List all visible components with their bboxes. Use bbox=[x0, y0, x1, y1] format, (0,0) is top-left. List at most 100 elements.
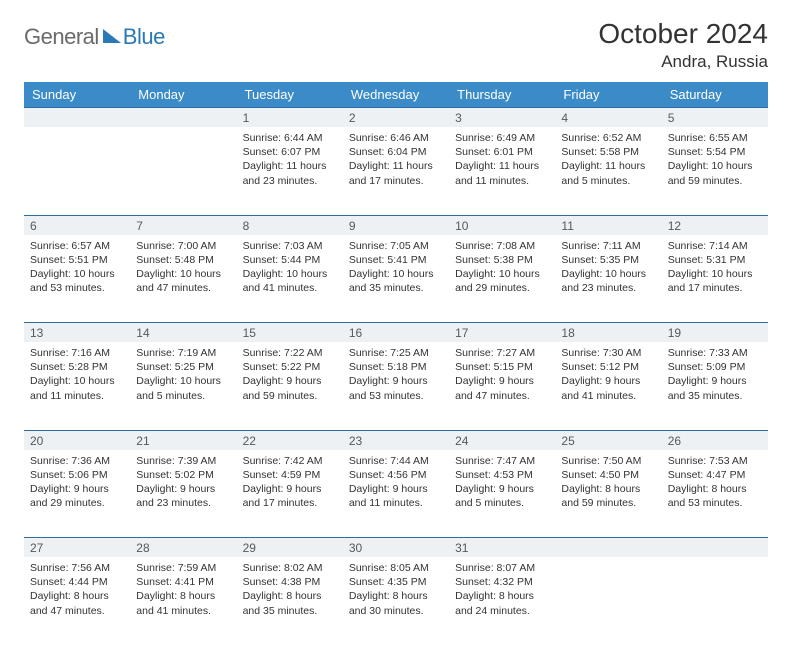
day-cell bbox=[662, 557, 768, 645]
logo-text-blue: Blue bbox=[123, 24, 165, 50]
sunset-text: Sunset: 5:12 PM bbox=[561, 360, 655, 374]
sunrise-text: Sunrise: 8:05 AM bbox=[349, 561, 443, 575]
sunrise-text: Sunrise: 7:14 AM bbox=[668, 239, 762, 253]
daylight-text: Daylight: 11 hours and 5 minutes. bbox=[561, 159, 655, 187]
daylight-text: Daylight: 9 hours and 41 minutes. bbox=[561, 374, 655, 402]
day-cell: Sunrise: 7:44 AMSunset: 4:56 PMDaylight:… bbox=[343, 450, 449, 538]
daylight-text: Daylight: 10 hours and 5 minutes. bbox=[136, 374, 230, 402]
day-cell: Sunrise: 7:03 AMSunset: 5:44 PMDaylight:… bbox=[237, 235, 343, 323]
sunset-text: Sunset: 6:04 PM bbox=[349, 145, 443, 159]
day-cell: Sunrise: 6:46 AMSunset: 6:04 PMDaylight:… bbox=[343, 127, 449, 215]
day-number: 26 bbox=[662, 430, 768, 450]
day-cell: Sunrise: 8:02 AMSunset: 4:38 PMDaylight:… bbox=[237, 557, 343, 645]
logo-text-general: General bbox=[24, 24, 99, 50]
day-number: 31 bbox=[449, 538, 555, 558]
day-cell: Sunrise: 7:05 AMSunset: 5:41 PMDaylight:… bbox=[343, 235, 449, 323]
dow-tuesday: Tuesday bbox=[237, 82, 343, 108]
sunrise-text: Sunrise: 7:39 AM bbox=[136, 454, 230, 468]
daylight-text: Daylight: 8 hours and 24 minutes. bbox=[455, 589, 549, 617]
sunrise-text: Sunrise: 7:08 AM bbox=[455, 239, 549, 253]
sunrise-text: Sunrise: 7:36 AM bbox=[30, 454, 124, 468]
day-number: 2 bbox=[343, 108, 449, 128]
sunrise-text: Sunrise: 7:30 AM bbox=[561, 346, 655, 360]
daylight-text: Daylight: 9 hours and 59 minutes. bbox=[243, 374, 337, 402]
sunset-text: Sunset: 5:15 PM bbox=[455, 360, 549, 374]
sunset-text: Sunset: 5:22 PM bbox=[243, 360, 337, 374]
day-cell: Sunrise: 7:42 AMSunset: 4:59 PMDaylight:… bbox=[237, 450, 343, 538]
header: General Blue October 2024 Andra, Russia bbox=[24, 18, 768, 72]
daylight-text: Daylight: 10 hours and 53 minutes. bbox=[30, 267, 124, 295]
daynum-row: 13141516171819 bbox=[24, 323, 768, 343]
day-cell: Sunrise: 7:19 AMSunset: 5:25 PMDaylight:… bbox=[130, 342, 236, 430]
sunset-text: Sunset: 5:58 PM bbox=[561, 145, 655, 159]
dow-thursday: Thursday bbox=[449, 82, 555, 108]
day-cell: Sunrise: 7:00 AMSunset: 5:48 PMDaylight:… bbox=[130, 235, 236, 323]
day-cell: Sunrise: 7:25 AMSunset: 5:18 PMDaylight:… bbox=[343, 342, 449, 430]
day-number: 21 bbox=[130, 430, 236, 450]
sunset-text: Sunset: 5:54 PM bbox=[668, 145, 762, 159]
sunset-text: Sunset: 4:50 PM bbox=[561, 468, 655, 482]
daylight-text: Daylight: 8 hours and 47 minutes. bbox=[30, 589, 124, 617]
day-cell bbox=[555, 557, 661, 645]
day-cell: Sunrise: 7:08 AMSunset: 5:38 PMDaylight:… bbox=[449, 235, 555, 323]
sunset-text: Sunset: 4:32 PM bbox=[455, 575, 549, 589]
day-number: 6 bbox=[24, 215, 130, 235]
logo-mark-icon bbox=[103, 29, 121, 43]
day-number: 4 bbox=[555, 108, 661, 128]
daylight-text: Daylight: 10 hours and 59 minutes. bbox=[668, 159, 762, 187]
day-cell: Sunrise: 6:57 AMSunset: 5:51 PMDaylight:… bbox=[24, 235, 130, 323]
day-number: 23 bbox=[343, 430, 449, 450]
sunset-text: Sunset: 4:53 PM bbox=[455, 468, 549, 482]
day-cell: Sunrise: 6:44 AMSunset: 6:07 PMDaylight:… bbox=[237, 127, 343, 215]
day-cell: Sunrise: 7:50 AMSunset: 4:50 PMDaylight:… bbox=[555, 450, 661, 538]
sunset-text: Sunset: 5:38 PM bbox=[455, 253, 549, 267]
daynum-row: 6789101112 bbox=[24, 215, 768, 235]
daylight-text: Daylight: 10 hours and 23 minutes. bbox=[561, 267, 655, 295]
sunset-text: Sunset: 4:38 PM bbox=[243, 575, 337, 589]
day-number bbox=[662, 538, 768, 558]
daynum-row: 12345 bbox=[24, 108, 768, 128]
day-number: 20 bbox=[24, 430, 130, 450]
day-cell: Sunrise: 7:33 AMSunset: 5:09 PMDaylight:… bbox=[662, 342, 768, 430]
day-cell: Sunrise: 7:59 AMSunset: 4:41 PMDaylight:… bbox=[130, 557, 236, 645]
day-number bbox=[24, 108, 130, 128]
daylight-text: Daylight: 9 hours and 35 minutes. bbox=[668, 374, 762, 402]
dow-saturday: Saturday bbox=[662, 82, 768, 108]
day-cell bbox=[130, 127, 236, 215]
daylight-text: Daylight: 8 hours and 59 minutes. bbox=[561, 482, 655, 510]
day-number: 25 bbox=[555, 430, 661, 450]
day-number: 11 bbox=[555, 215, 661, 235]
day-number: 10 bbox=[449, 215, 555, 235]
sunrise-text: Sunrise: 8:02 AM bbox=[243, 561, 337, 575]
logo: General Blue bbox=[24, 18, 165, 50]
daylight-text: Daylight: 9 hours and 5 minutes. bbox=[455, 482, 549, 510]
sunrise-text: Sunrise: 7:19 AM bbox=[136, 346, 230, 360]
sunset-text: Sunset: 5:02 PM bbox=[136, 468, 230, 482]
day-number: 24 bbox=[449, 430, 555, 450]
sunrise-text: Sunrise: 7:53 AM bbox=[668, 454, 762, 468]
day-number: 9 bbox=[343, 215, 449, 235]
day-cell: Sunrise: 6:49 AMSunset: 6:01 PMDaylight:… bbox=[449, 127, 555, 215]
sunset-text: Sunset: 5:51 PM bbox=[30, 253, 124, 267]
week-row: Sunrise: 7:56 AMSunset: 4:44 PMDaylight:… bbox=[24, 557, 768, 645]
daylight-text: Daylight: 9 hours and 11 minutes. bbox=[349, 482, 443, 510]
sunset-text: Sunset: 6:07 PM bbox=[243, 145, 337, 159]
week-row: Sunrise: 7:36 AMSunset: 5:06 PMDaylight:… bbox=[24, 450, 768, 538]
day-number: 7 bbox=[130, 215, 236, 235]
day-number bbox=[130, 108, 236, 128]
sunset-text: Sunset: 5:35 PM bbox=[561, 253, 655, 267]
week-row: Sunrise: 7:16 AMSunset: 5:28 PMDaylight:… bbox=[24, 342, 768, 430]
sunrise-text: Sunrise: 7:44 AM bbox=[349, 454, 443, 468]
day-cell: Sunrise: 8:07 AMSunset: 4:32 PMDaylight:… bbox=[449, 557, 555, 645]
sunset-text: Sunset: 5:31 PM bbox=[668, 253, 762, 267]
day-cell: Sunrise: 7:56 AMSunset: 4:44 PMDaylight:… bbox=[24, 557, 130, 645]
sunrise-text: Sunrise: 7:25 AM bbox=[349, 346, 443, 360]
daylight-text: Daylight: 8 hours and 30 minutes. bbox=[349, 589, 443, 617]
sunset-text: Sunset: 4:35 PM bbox=[349, 575, 443, 589]
sunset-text: Sunset: 4:47 PM bbox=[668, 468, 762, 482]
dow-friday: Friday bbox=[555, 82, 661, 108]
calendar-table: Sunday Monday Tuesday Wednesday Thursday… bbox=[24, 82, 768, 645]
daylight-text: Daylight: 10 hours and 41 minutes. bbox=[243, 267, 337, 295]
daylight-text: Daylight: 8 hours and 53 minutes. bbox=[668, 482, 762, 510]
day-number: 12 bbox=[662, 215, 768, 235]
